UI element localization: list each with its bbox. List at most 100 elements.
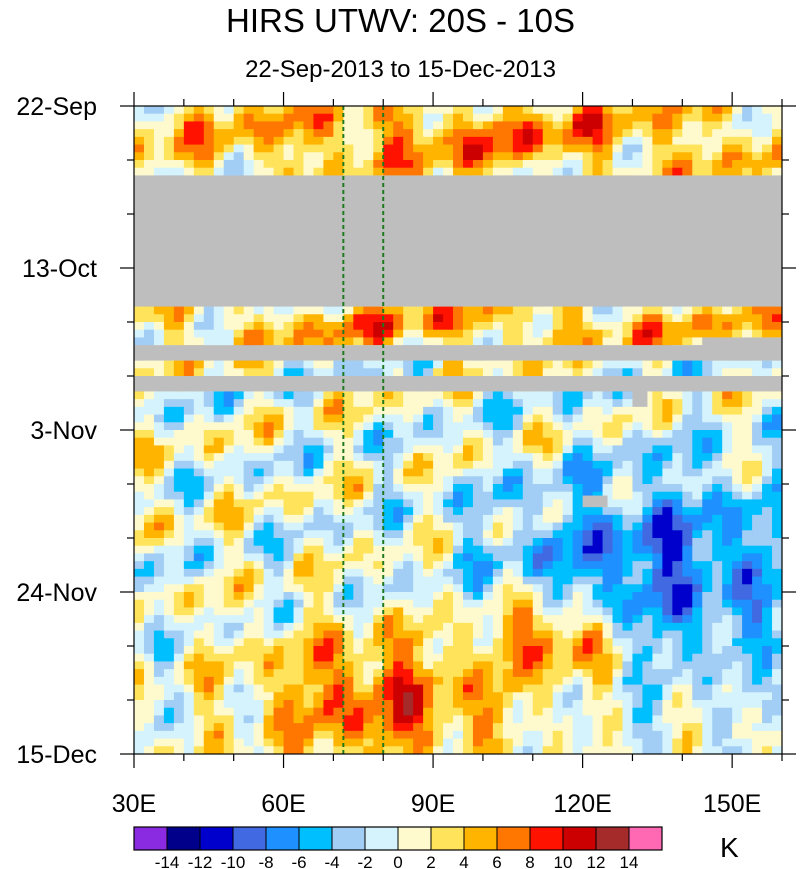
heatmap-cell bbox=[582, 684, 594, 693]
heatmap-cell bbox=[642, 653, 653, 663]
heatmap-cell bbox=[353, 368, 364, 377]
heatmap-cell bbox=[443, 592, 454, 601]
heatmap-cell bbox=[532, 669, 544, 678]
heatmap-cell bbox=[612, 437, 624, 447]
heatmap-cell bbox=[552, 615, 564, 624]
heatmap-cell bbox=[233, 592, 245, 601]
heatmap-cell bbox=[552, 676, 564, 686]
heatmap-cell bbox=[153, 545, 165, 555]
heatmap-cell bbox=[762, 460, 773, 470]
heatmap-cell bbox=[592, 106, 604, 115]
heatmap-cell bbox=[752, 607, 763, 616]
heatmap-cell bbox=[423, 113, 434, 123]
heatmap-cell bbox=[492, 638, 504, 647]
heatmap-cell bbox=[642, 121, 653, 130]
heatmap-cell bbox=[762, 507, 773, 516]
heatmap-cell bbox=[592, 337, 604, 346]
heatmap-cell bbox=[193, 167, 205, 177]
heatmap-cell bbox=[134, 136, 145, 146]
heatmap-cell bbox=[173, 638, 185, 647]
heatmap-cell bbox=[512, 561, 524, 570]
heatmap-cell bbox=[602, 607, 614, 616]
heatmap-cell bbox=[353, 615, 364, 624]
heatmap-cell bbox=[562, 329, 574, 339]
heatmap-cell bbox=[592, 437, 604, 447]
heatmap-cell bbox=[163, 406, 175, 416]
heatmap-cell bbox=[293, 553, 305, 562]
heatmap-cell bbox=[702, 484, 713, 493]
heatmap-cell bbox=[742, 661, 753, 670]
heatmap-cell bbox=[622, 584, 634, 593]
heatmap-cell bbox=[762, 676, 773, 686]
heatmap-cell bbox=[702, 430, 713, 439]
heatmap-cell bbox=[632, 553, 644, 562]
heatmap-cell bbox=[742, 430, 753, 439]
heatmap-cell bbox=[153, 507, 165, 516]
heatmap-cell bbox=[403, 615, 414, 624]
heatmap-cell bbox=[502, 684, 514, 693]
heatmap-cell bbox=[592, 360, 604, 369]
heatmap-cell bbox=[363, 599, 374, 609]
heatmap-cell bbox=[652, 622, 663, 632]
heatmap-cell bbox=[183, 113, 195, 123]
heatmap-cell bbox=[453, 399, 464, 408]
heatmap-cell bbox=[542, 653, 554, 663]
heatmap-cell bbox=[752, 491, 763, 501]
heatmap-cell bbox=[482, 129, 494, 138]
heatmap-cell bbox=[383, 360, 394, 369]
heatmap-cell bbox=[433, 676, 444, 686]
heatmap-cell bbox=[532, 507, 544, 516]
heatmap-cell bbox=[363, 638, 374, 647]
heatmap-cell bbox=[243, 167, 255, 177]
heatmap-cell bbox=[303, 568, 315, 578]
heatmap-cell bbox=[772, 599, 782, 609]
heatmap-cell bbox=[672, 152, 683, 161]
heatmap-cell bbox=[393, 129, 404, 138]
heatmap-cell bbox=[772, 484, 782, 493]
heatmap-cell bbox=[373, 607, 384, 616]
heatmap-cell bbox=[383, 607, 394, 616]
heatmap-cell bbox=[283, 514, 295, 524]
heatmap-cell bbox=[313, 622, 325, 632]
heatmap-cell bbox=[163, 630, 175, 639]
heatmap-cell bbox=[223, 445, 235, 454]
heatmap-cell bbox=[652, 599, 663, 609]
heatmap-cell bbox=[492, 646, 504, 655]
heatmap-cell bbox=[213, 507, 225, 516]
heatmap-cell bbox=[453, 368, 464, 377]
heatmap-cell bbox=[752, 545, 763, 555]
heatmap-cell bbox=[722, 553, 733, 562]
heatmap-cell bbox=[532, 160, 544, 169]
heatmap-cell bbox=[712, 661, 723, 670]
heatmap-cell bbox=[243, 653, 255, 663]
heatmap-cell bbox=[134, 113, 145, 123]
heatmap-cell bbox=[462, 615, 474, 624]
heatmap-cell bbox=[173, 322, 185, 331]
heatmap-cell bbox=[134, 646, 145, 655]
heatmap-cell bbox=[482, 545, 494, 555]
heatmap-cell bbox=[333, 453, 344, 462]
heatmap-cell bbox=[462, 669, 474, 678]
heatmap-cell bbox=[413, 676, 424, 686]
heatmap-cell bbox=[702, 514, 713, 524]
heatmap-cell bbox=[582, 692, 594, 701]
heatmap-cell bbox=[612, 630, 624, 639]
heatmap-cell bbox=[173, 676, 185, 686]
heatmap-cell bbox=[363, 136, 374, 146]
heatmap-cell bbox=[622, 576, 634, 585]
heatmap-cell bbox=[393, 484, 404, 493]
heatmap-cell bbox=[343, 129, 354, 138]
heatmap-cell bbox=[413, 522, 424, 531]
heatmap-cell bbox=[353, 630, 364, 639]
heatmap-cell bbox=[183, 460, 195, 470]
heatmap-cell bbox=[323, 136, 334, 146]
heatmap-cell bbox=[283, 391, 295, 400]
heatmap-cell bbox=[602, 530, 614, 539]
heatmap-cell bbox=[333, 646, 344, 655]
heatmap-cell bbox=[253, 676, 265, 686]
heatmap-cell bbox=[662, 676, 673, 686]
heatmap-cell bbox=[243, 160, 255, 169]
heatmap-cell bbox=[433, 113, 444, 123]
heatmap-cell bbox=[622, 106, 634, 115]
heatmap-cell bbox=[702, 329, 713, 339]
